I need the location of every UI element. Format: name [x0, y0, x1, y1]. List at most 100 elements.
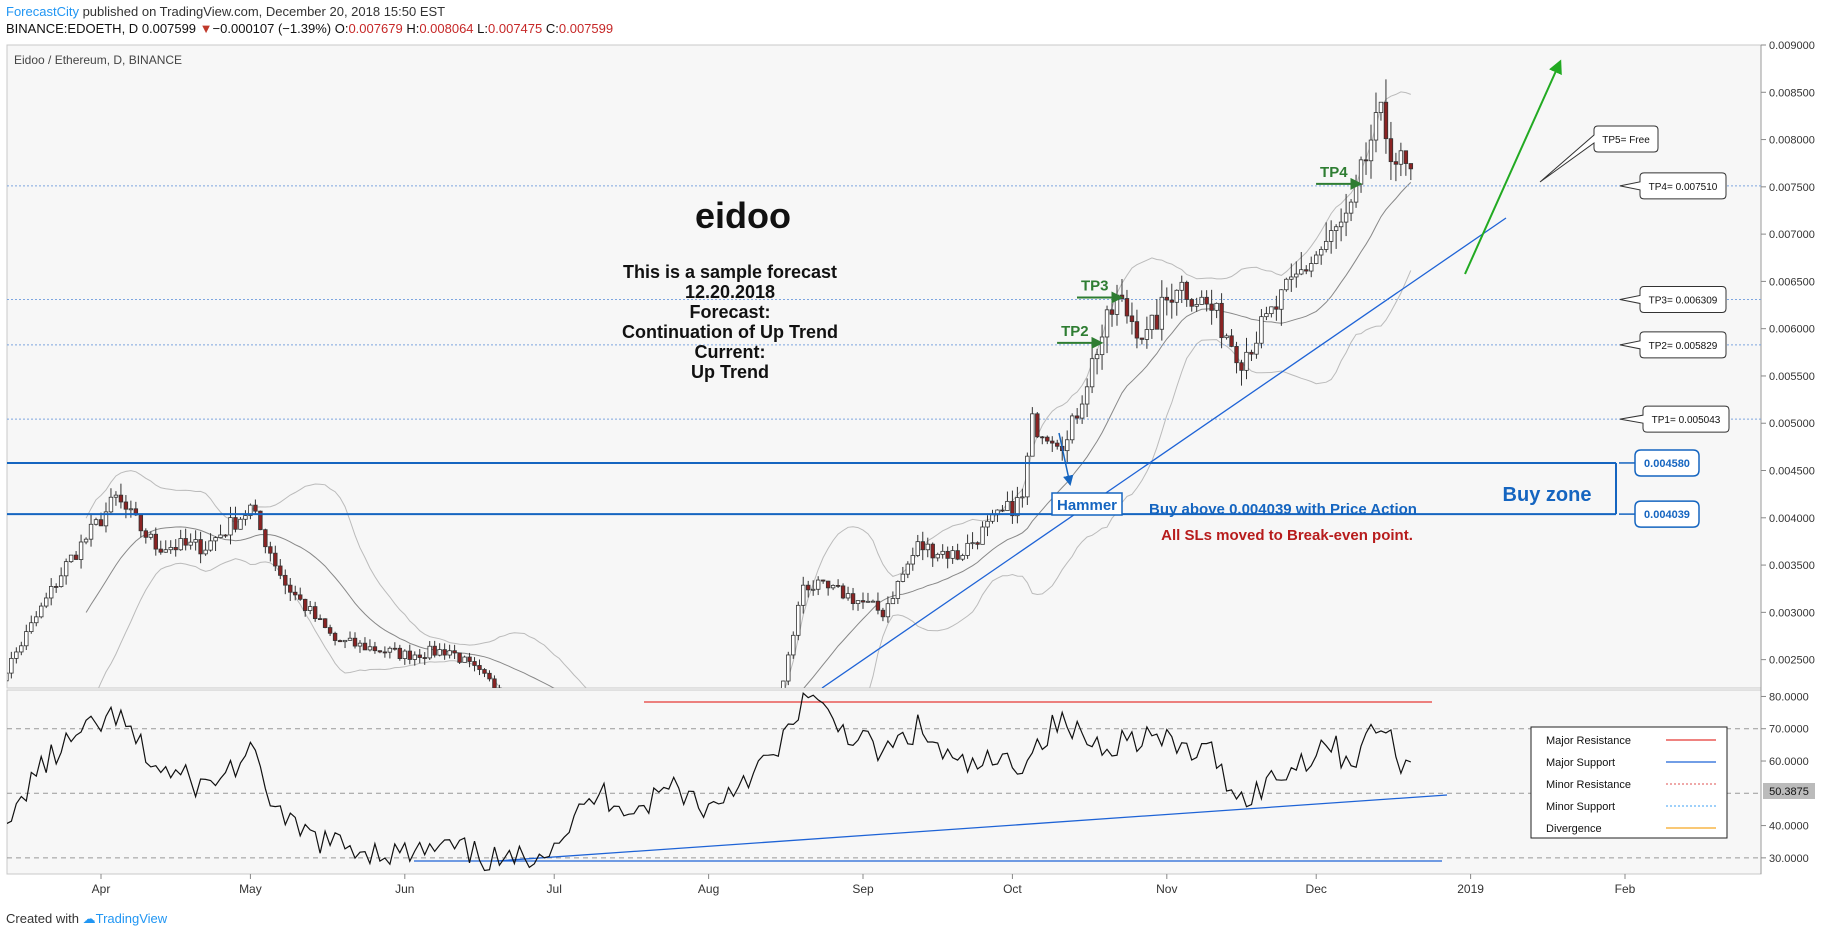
candle-down: [288, 584, 293, 593]
candle-up: [830, 585, 836, 589]
candle-up: [865, 600, 871, 603]
candles: [7, 79, 1414, 688]
candle-down: [840, 585, 846, 599]
candle-down: [442, 649, 447, 656]
price-tick-label: 0.004500: [1769, 466, 1815, 478]
band-upper: [85, 91, 1411, 688]
candle-down: [1403, 150, 1409, 164]
legend-label: Minor Resistance: [1546, 779, 1631, 791]
oscillator-tick-label: 40.0000: [1769, 821, 1809, 833]
author-link[interactable]: ForecastCity: [6, 4, 79, 19]
candle-down: [233, 517, 238, 530]
candle-down: [138, 514, 144, 532]
price-axis: 0.009000 0.008500 0.008000 0.007500 0.007000…: [1761, 40, 1815, 667]
publication-line: ForecastCity published on TradingView.co…: [6, 4, 445, 19]
candle-down: [273, 552, 278, 567]
candle-up: [885, 603, 891, 618]
candle-up: [108, 496, 114, 513]
candle-down: [397, 647, 403, 659]
candle-up: [208, 540, 213, 551]
candle-up: [1099, 336, 1105, 356]
hammer-label: Hammer: [1057, 497, 1117, 514]
candle-down: [452, 650, 457, 654]
candle-up: [44, 597, 49, 607]
candle-up: [168, 547, 173, 551]
candle-down: [1074, 415, 1080, 419]
candle-up: [1030, 413, 1035, 457]
ohlc-line: BINANCE:EDOETH, D 0.007599 ▼−0.000107 (−…: [6, 21, 613, 36]
candle-up: [1348, 201, 1354, 214]
candle-up: [342, 639, 348, 643]
candle-up: [1179, 281, 1184, 291]
sl-note: All SLs moved to Break-even point.: [1161, 527, 1413, 544]
candle-down: [372, 646, 378, 652]
price-label-text: 0.004039: [1644, 509, 1690, 521]
candle-down: [303, 598, 308, 611]
candle-down: [1249, 351, 1254, 355]
forecast-line-6: Up Trend: [691, 362, 769, 382]
candle-up: [1314, 254, 1319, 264]
candle-up: [1089, 358, 1095, 388]
forecast-line-1: This is a sample forecast: [623, 262, 837, 282]
forecast-line-5: Current:: [695, 342, 766, 362]
candle-up: [1079, 403, 1085, 419]
candle-up: [1398, 150, 1404, 165]
candle-up: [1020, 496, 1025, 499]
price-tick-label: 0.008500: [1769, 87, 1815, 99]
candle-up: [925, 543, 930, 551]
candle-up: [965, 542, 970, 556]
candle-up: [890, 598, 896, 605]
candle-down: [1383, 101, 1389, 140]
price-tick-label: 0.003000: [1769, 607, 1815, 619]
candle-up: [1333, 226, 1339, 232]
price-label-box: [1634, 449, 1700, 477]
candle-down: [1109, 309, 1115, 315]
candle-up: [367, 646, 373, 651]
candle-up: [357, 642, 363, 647]
tradingview-logo-icon: ☁: [82, 911, 96, 926]
legend-box: [1530, 726, 1728, 839]
candle-up: [1378, 101, 1384, 113]
callout-text: TP1= 0.005043: [1652, 415, 1721, 426]
price-tick-label: 0.007500: [1769, 182, 1815, 194]
down-arrow-icon: ▼: [199, 21, 213, 36]
target-label: TP2: [1061, 323, 1089, 340]
candle-up: [83, 538, 89, 543]
candle-down: [955, 550, 960, 560]
chart-title: Eidoo / Ethereum, D, BINANCE: [14, 53, 182, 67]
callout-box: [1619, 285, 1727, 313]
candle-up: [1069, 415, 1075, 441]
candle-up: [148, 533, 153, 538]
open-value: 0.007679: [348, 21, 403, 36]
oscillator-line: [7, 692, 1412, 872]
published-text: published on TradingView.com, December 2…: [78, 4, 446, 19]
candle-down: [1229, 335, 1234, 347]
candle-up: [791, 634, 796, 656]
candle-up: [307, 606, 313, 611]
oscillator-current-badge: [1763, 783, 1815, 799]
candle-up: [815, 579, 821, 590]
candle-up: [940, 550, 945, 555]
candle-up: [980, 526, 985, 545]
candle-up: [910, 555, 915, 565]
callout-text: TP3= 0.006309: [1649, 295, 1718, 306]
candle-down: [173, 547, 178, 551]
candle-up: [58, 575, 64, 587]
price-tick-label: 0.007000: [1769, 229, 1815, 241]
time-axis: Apr May Jun Jul Aug Sep Oct Nov Dec 2019 Feb: [92, 874, 1636, 896]
candle-up: [163, 549, 168, 553]
legend: Major Resistance Major Support Minor Resis…: [1546, 735, 1716, 835]
trendline: [821, 217, 1507, 688]
candle-up: [1159, 296, 1165, 330]
price-tick-label: 0.006500: [1769, 276, 1815, 288]
candle-up: [1259, 316, 1264, 344]
tradingview-link[interactable]: TradingView: [95, 911, 168, 926]
forecast-line-2: 12.20.2018: [685, 282, 775, 302]
candle-down: [377, 650, 383, 653]
band-lower: [98, 270, 1412, 688]
candle-up: [895, 581, 901, 599]
candle-up: [387, 647, 393, 653]
candle-down: [98, 519, 104, 527]
time-tick-label: Jun: [395, 882, 414, 896]
